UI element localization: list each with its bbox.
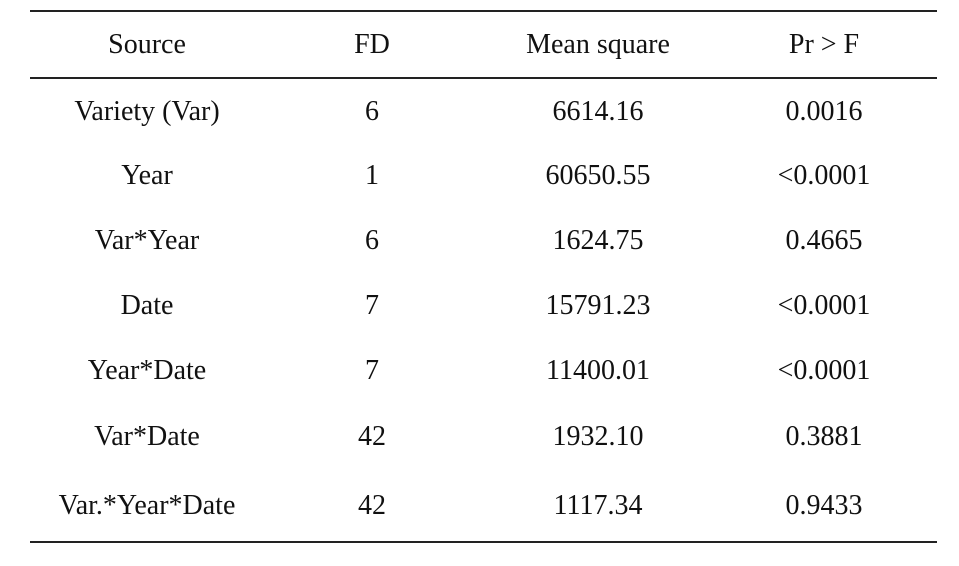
value-cell: 1117.34: [553, 490, 643, 521]
value-cell: 1624.75: [552, 225, 644, 256]
value-cell: 15791.23: [545, 290, 651, 321]
value-cell: 11400.01: [546, 355, 650, 386]
source-cell: Date: [120, 290, 174, 321]
source-cell: Var.*Year*Date: [58, 490, 236, 521]
value-cell: 1932.10: [552, 421, 644, 452]
value-cell: <0.0001: [777, 355, 871, 386]
header-cell: Pr > F: [788, 29, 860, 60]
value-cell: 0.3881: [785, 421, 863, 452]
bottom-rule: [30, 541, 937, 543]
value-cell: 0.4665: [785, 225, 863, 256]
header-cell: Mean square: [526, 29, 670, 60]
header-cell: FD: [354, 29, 390, 60]
value-cell: 7: [365, 290, 379, 321]
header-cell: Source: [108, 29, 186, 60]
top-rule: [30, 10, 937, 12]
value-cell: 42: [358, 421, 386, 452]
value-cell: 1: [365, 160, 379, 191]
value-cell: <0.0001: [777, 290, 871, 321]
source-cell: Var*Year: [94, 225, 200, 256]
value-cell: 6: [365, 96, 379, 127]
value-cell: 0.0016: [785, 96, 863, 127]
value-cell: <0.0001: [777, 160, 871, 191]
header-rule: [30, 77, 937, 79]
value-cell: 42: [358, 490, 386, 521]
value-cell: 6: [365, 225, 379, 256]
value-cell: 7: [365, 355, 379, 386]
source-cell: Year*Date: [87, 355, 207, 386]
source-cell: Variety (Var): [74, 96, 220, 127]
source-cell: Var*Date: [94, 421, 200, 452]
value-cell: 0.9433: [785, 490, 863, 521]
value-cell: 6614.16: [552, 96, 644, 127]
source-cell: Year: [121, 160, 173, 191]
value-cell: 60650.55: [545, 160, 651, 191]
